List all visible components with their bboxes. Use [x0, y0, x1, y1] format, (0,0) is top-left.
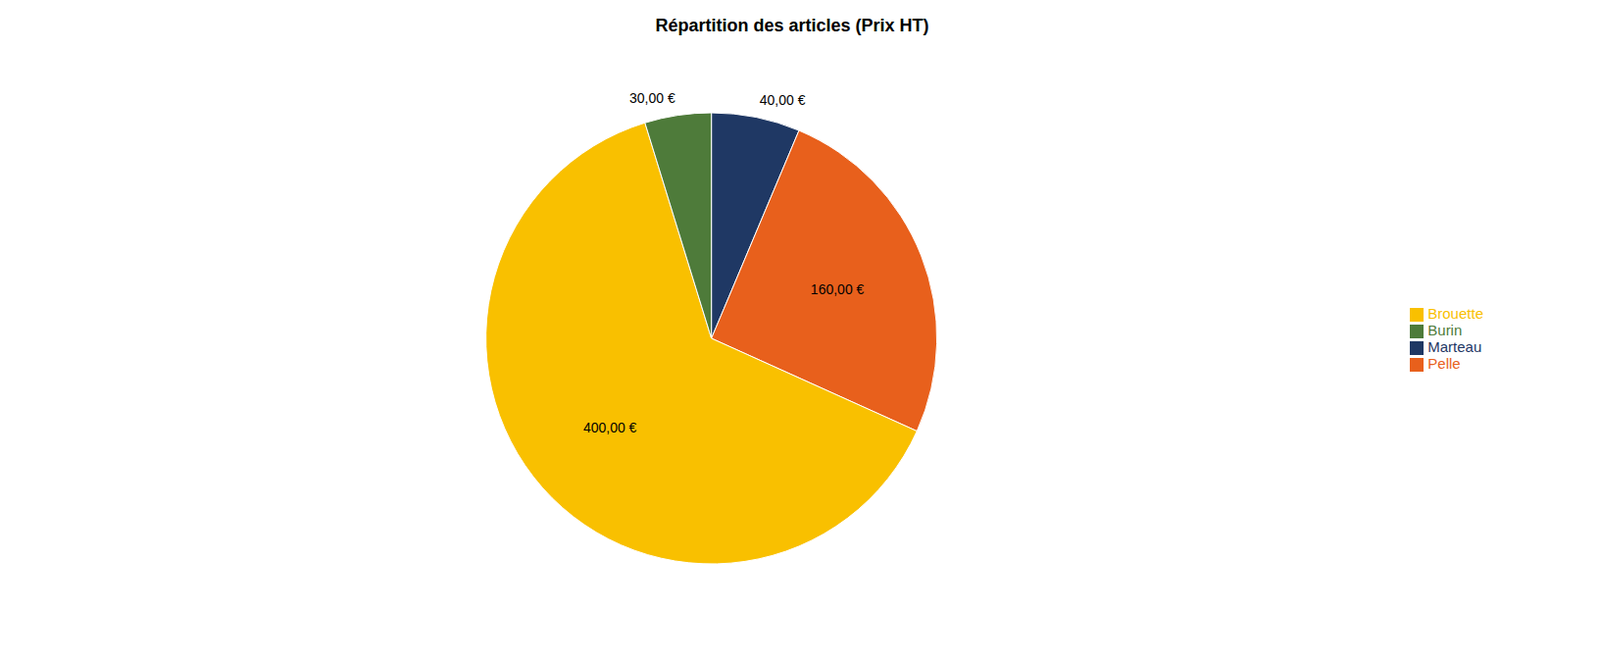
- svg-text:400,00 €: 400,00 €: [583, 419, 638, 436]
- html-text:Pelle: Pelle: [1427, 354, 1461, 372]
- html-text:Répartition des articles (Prix: Répartition des articles (Prix HT): [655, 15, 929, 36]
- html-text:Marteau: Marteau: [1427, 338, 1482, 355]
- html-text:Brouette: Brouette: [1427, 304, 1484, 322]
- svg-text:30,00 €: 30,00 €: [629, 90, 676, 106]
- html-text:Burin: Burin: [1427, 321, 1463, 339]
- svg-text:40,00 €: 40,00 €: [759, 92, 806, 108]
- svg-text:160,00 €: 160,00 €: [810, 281, 865, 298]
